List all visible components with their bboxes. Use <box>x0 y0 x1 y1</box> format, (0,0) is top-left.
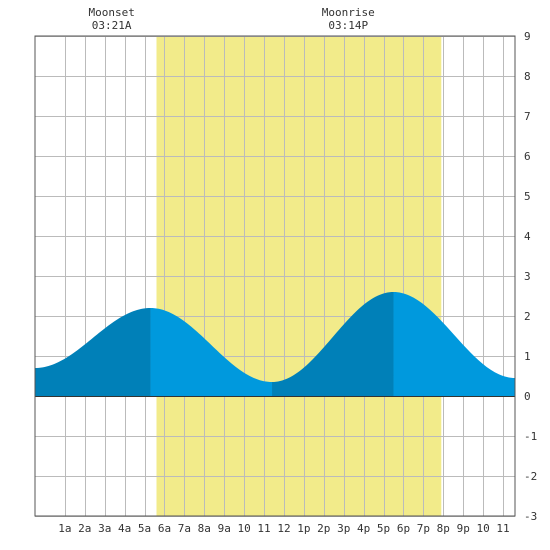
y-tick-label: 4 <box>524 230 531 243</box>
x-tick-label: 9p <box>457 522 470 535</box>
x-tick-label: 11 <box>257 522 270 535</box>
x-tick-label: 1p <box>297 522 310 535</box>
tide-area-rising <box>35 308 151 396</box>
event-name-label: Moonset <box>89 6 135 19</box>
event-time-label: 03:14P <box>328 19 368 32</box>
x-tick-label: 6p <box>397 522 410 535</box>
x-tick-label: 4p <box>357 522 370 535</box>
x-tick-label: 2a <box>78 522 91 535</box>
x-tick-label: 8a <box>198 522 211 535</box>
x-tick-label: 3a <box>98 522 111 535</box>
y-tick-label: 7 <box>524 110 531 123</box>
x-tick-label: 7a <box>178 522 191 535</box>
y-tick-label: -2 <box>524 470 537 483</box>
x-tick-label: 8p <box>437 522 450 535</box>
x-tick-label: 5p <box>377 522 390 535</box>
y-tick-label: 6 <box>524 150 531 163</box>
x-tick-label: 6a <box>158 522 171 535</box>
y-tick-label: 0 <box>524 390 531 403</box>
x-tick-label: 1a <box>58 522 71 535</box>
x-tick-label: 10 <box>477 522 490 535</box>
x-tick-label: 10 <box>238 522 251 535</box>
y-tick-label: -1 <box>524 430 537 443</box>
y-tick-label: 2 <box>524 310 531 323</box>
y-tick-label: 1 <box>524 350 531 363</box>
event-name-label: Moonrise <box>322 6 375 19</box>
x-tick-label: 12 <box>277 522 290 535</box>
y-tick-label: 9 <box>524 30 531 43</box>
x-tick-label: 9a <box>218 522 231 535</box>
x-tick-label: 7p <box>417 522 430 535</box>
y-tick-label: 5 <box>524 190 531 203</box>
x-tick-label: 2p <box>317 522 330 535</box>
x-tick-label: 11 <box>496 522 509 535</box>
tide-area-falling <box>393 292 515 396</box>
y-tick-label: -3 <box>524 510 537 523</box>
x-tick-label: 3p <box>337 522 350 535</box>
plot-border <box>34 35 516 517</box>
x-tick-label: 5a <box>138 522 151 535</box>
x-tick-label: 4a <box>118 522 131 535</box>
event-time-label: 03:21A <box>92 19 132 32</box>
tide-area-falling <box>150 308 273 396</box>
y-tick-label: 8 <box>524 70 531 83</box>
y-tick-label: 3 <box>524 270 531 283</box>
tide-area-rising <box>272 292 394 396</box>
